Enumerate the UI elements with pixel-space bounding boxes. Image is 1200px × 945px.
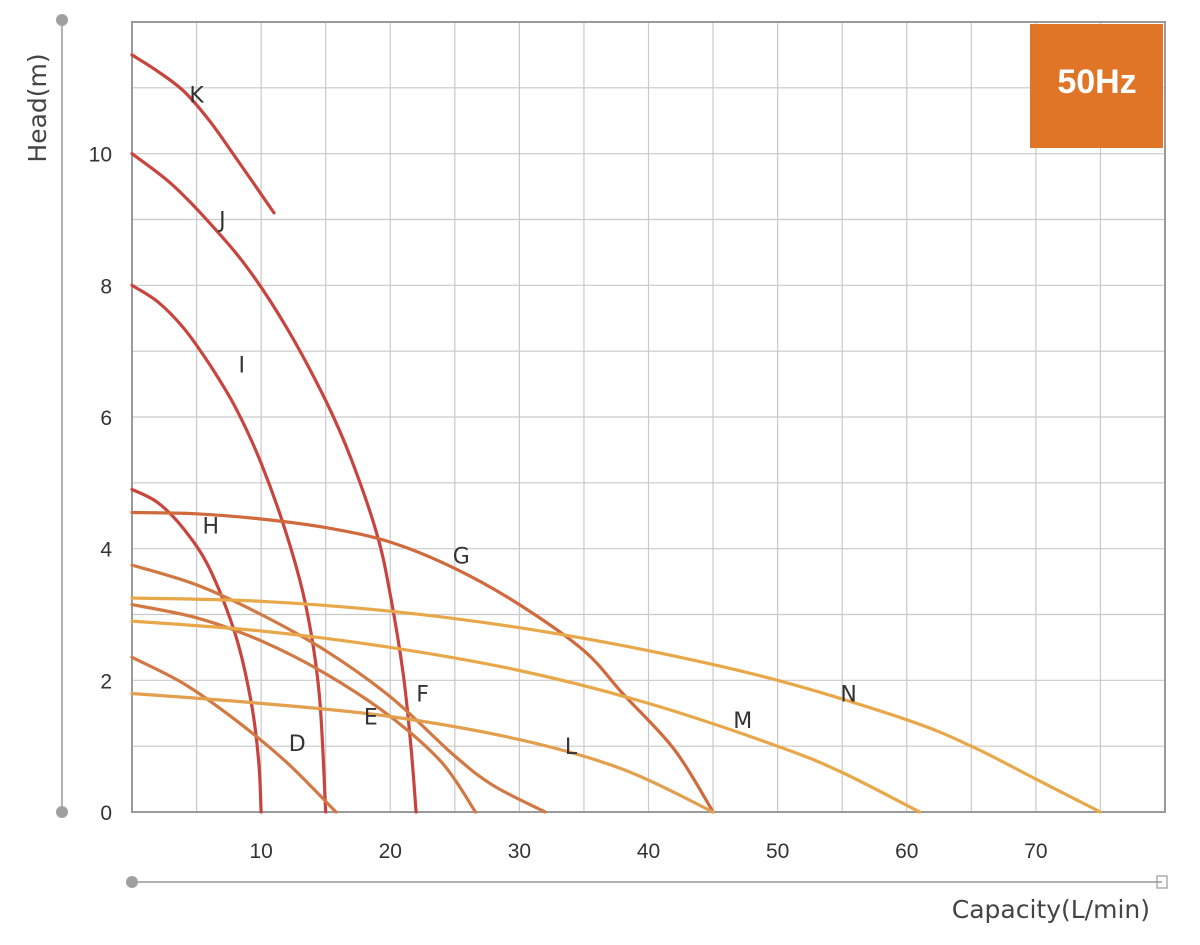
curve-g: [130, 510, 715, 814]
y-tick-labels: 0 2 4 6 8 10: [89, 144, 113, 825]
curve-label-d: D: [289, 732, 306, 757]
curve-labels: K J I H G F E D N M L: [189, 83, 857, 760]
curve-label-e: E: [364, 706, 378, 731]
curve-f: [130, 563, 547, 814]
curve-label-j: J: [217, 209, 226, 234]
curve-k: [130, 53, 276, 215]
curve-label-h: H: [202, 515, 219, 540]
grid: [132, 22, 1165, 812]
frequency-badge-text: 50Hz: [1057, 63, 1136, 101]
x-axis-rail: [126, 875, 1168, 889]
y-tick-label: 10: [89, 144, 112, 167]
y-tick-label: 4: [100, 539, 112, 562]
curve-e: [130, 603, 478, 814]
curve-label-i: I: [239, 353, 246, 378]
x-tick-label: 10: [249, 840, 272, 863]
curve-h: [130, 487, 263, 814]
y-tick-label: 0: [100, 802, 112, 825]
curve-label-l: L: [565, 735, 578, 760]
y-tick-label: 6: [100, 407, 112, 430]
curve-n: [130, 596, 1102, 814]
x-tick-label: 50: [766, 840, 789, 863]
frequency-badge: 50Hz: [1030, 24, 1163, 148]
y-tick-label: 2: [100, 670, 112, 693]
curve-i: [130, 283, 328, 814]
curve-label-k: K: [189, 83, 204, 108]
curve-m: [130, 619, 922, 814]
curve-label-f: F: [416, 683, 429, 708]
y-axis-rail: [56, 14, 68, 818]
y-tick-label: 8: [100, 275, 112, 298]
x-tick-label: 70: [1024, 840, 1047, 863]
y-axis-title: Head(m): [23, 53, 52, 162]
plot-frame: [131, 21, 1166, 813]
curve-label-n: N: [840, 683, 856, 708]
curves: [130, 53, 1102, 814]
curve-label-m: M: [733, 709, 752, 734]
curve-j: [130, 152, 418, 814]
x-axis-title: Capacity(L/min): [952, 895, 1150, 924]
curve-l: [130, 691, 715, 814]
x-tick-label: 20: [379, 840, 402, 863]
curve-d: [130, 655, 338, 814]
x-tick-label: 60: [895, 840, 918, 863]
x-tick-label: 40: [637, 840, 660, 863]
x-tick-labels: 10 20 30 40 50 60 70: [249, 840, 1047, 863]
frequency-badge-box: [1030, 24, 1163, 148]
x-tick-label: 30: [508, 840, 531, 863]
curve-label-g: G: [453, 544, 470, 569]
